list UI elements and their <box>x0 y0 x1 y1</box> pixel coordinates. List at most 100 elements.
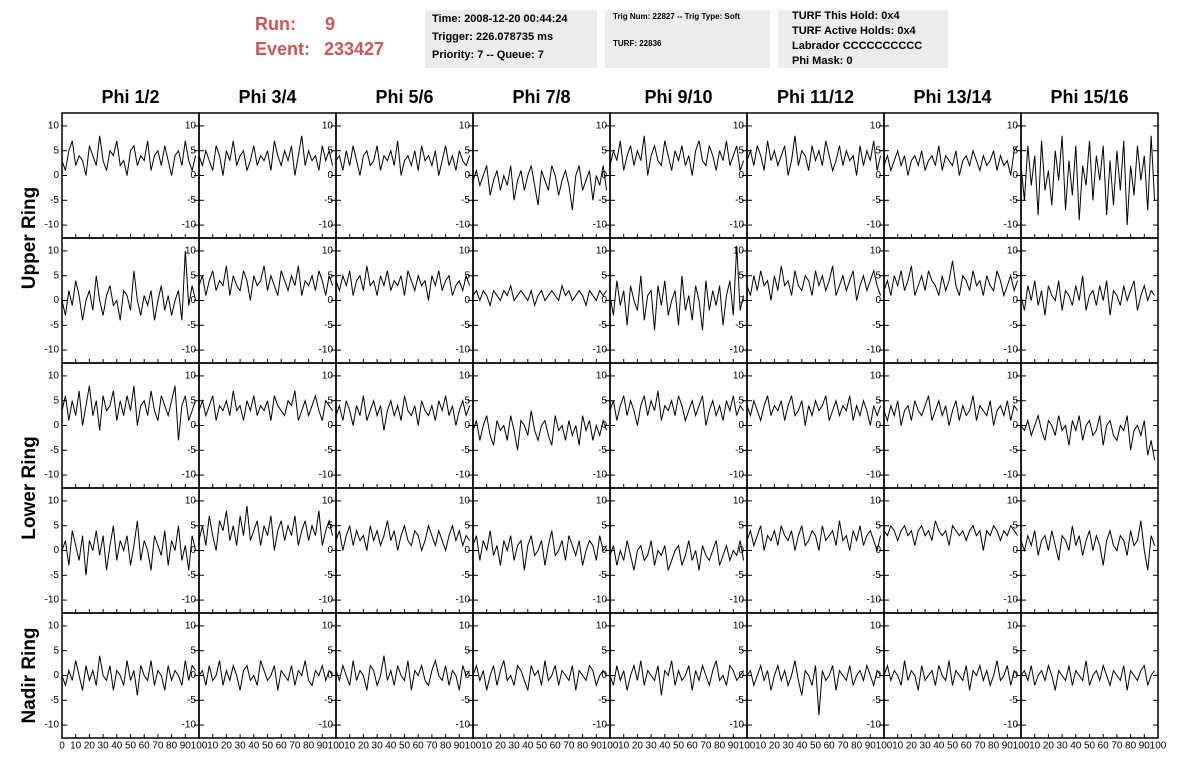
panel-frame <box>198 237 337 364</box>
x-tick-label: 90 <box>865 741 877 752</box>
waveform <box>335 395 471 431</box>
y-tick-label: -10 <box>45 595 60 606</box>
y-tick-label: -5 <box>735 195 744 206</box>
x-tick-label: 90 <box>1002 741 1014 752</box>
waveform <box>198 660 333 691</box>
y-tick-label: -10 <box>319 220 334 231</box>
y-tick-label: 10 <box>322 121 334 132</box>
y-tick-label: -10 <box>319 470 334 481</box>
y-tick-label: 5 <box>464 270 470 281</box>
info-text: Priority: 7 -- Queue: 7 <box>432 49 544 61</box>
y-tick-label: 0 <box>190 295 196 306</box>
y-tick-label: -5 <box>461 320 470 331</box>
waveform <box>61 385 197 441</box>
x-tick-label: 30 <box>646 741 658 752</box>
y-tick-label: 0 <box>601 295 607 306</box>
panel-frame <box>61 237 200 364</box>
info-box <box>605 10 770 68</box>
y-tick-label: -10 <box>182 595 197 606</box>
y-tick-label: 0 <box>875 670 881 681</box>
info-box <box>778 10 948 68</box>
y-tick-label: -5 <box>187 320 196 331</box>
y-tick-label: -5 <box>324 570 333 581</box>
x-tick-label: 50 <box>262 741 274 752</box>
y-tick-label: 10 <box>733 496 745 507</box>
y-tick-label: -5 <box>872 320 881 331</box>
y-tick-label: 5 <box>1012 645 1018 656</box>
y-tick-label: 0 <box>327 295 333 306</box>
y-tick-label: 10 <box>459 621 471 632</box>
x-tick-label: 80 <box>440 741 452 752</box>
x-tick-label: 50 <box>947 741 959 752</box>
waveform <box>746 265 882 301</box>
y-tick-label: -10 <box>45 220 60 231</box>
y-tick-label: 5 <box>738 145 744 156</box>
x-tick-label: 20 <box>221 741 233 752</box>
column-label: Phi 5/6 <box>375 87 433 107</box>
y-tick-label: -10 <box>456 470 471 481</box>
x-tick-label: 40 <box>659 741 671 752</box>
y-tick-label: 5 <box>875 270 881 281</box>
waveform <box>198 390 333 421</box>
y-tick-label: 5 <box>738 645 744 656</box>
x-tick-label: 30 <box>920 741 932 752</box>
y-tick-label: 5 <box>190 395 196 406</box>
y-tick-label: -10 <box>456 720 471 731</box>
y-tick-label: 10 <box>1007 621 1019 632</box>
waveform <box>198 135 334 176</box>
y-tick-label: -5 <box>598 695 607 706</box>
panel-frame <box>883 112 1022 239</box>
y-tick-label: 5 <box>601 520 607 531</box>
waveform <box>883 660 1018 691</box>
info-text: TURF This Hold: 0x4 <box>792 10 900 22</box>
y-tick-label: -5 <box>1009 695 1018 706</box>
x-tick-label: 60 <box>550 741 562 752</box>
y-tick-label: -10 <box>593 220 608 231</box>
y-tick-label: -10 <box>45 720 60 731</box>
x-tick-label: 10 <box>1029 741 1041 752</box>
y-tick-label: 10 <box>48 496 60 507</box>
waveform <box>198 505 334 551</box>
y-tick-label: 5 <box>738 520 744 531</box>
waveform <box>1020 660 1155 691</box>
x-tick-label: 100 <box>191 741 208 752</box>
y-tick-label: -10 <box>182 220 197 231</box>
y-tick-label: 5 <box>327 145 333 156</box>
x-tick-label: 20 <box>84 741 96 752</box>
info-text: TURF Active Holds: 0x4 <box>792 25 917 37</box>
waveform <box>472 530 607 571</box>
run-label: Run: <box>255 14 296 34</box>
y-tick-label: -5 <box>50 695 59 706</box>
x-tick-label: 40 <box>385 741 397 752</box>
panel-frame <box>746 362 885 489</box>
y-tick-label: 10 <box>733 121 745 132</box>
panel-frame <box>335 612 474 739</box>
x-tick-label: 90 <box>728 741 740 752</box>
y-tick-label: 0 <box>875 420 881 431</box>
x-tick-label: 20 <box>769 741 781 752</box>
y-tick-label: -10 <box>1004 595 1019 606</box>
x-tick-label: 20 <box>632 741 644 752</box>
panel-frame <box>746 237 885 364</box>
waveform <box>61 135 197 176</box>
x-tick-label: 90 <box>1139 741 1151 752</box>
y-tick-label: -5 <box>598 195 607 206</box>
y-tick-label: 10 <box>1007 121 1019 132</box>
waveform <box>472 165 608 211</box>
y-tick-label: 5 <box>601 645 607 656</box>
y-tick-label: -5 <box>461 695 470 706</box>
ring-label: Lower Ring <box>19 436 40 539</box>
y-tick-label: -10 <box>593 595 608 606</box>
y-tick-label: 0 <box>601 420 607 431</box>
x-tick-label: 80 <box>577 741 589 752</box>
x-tick-label: 100 <box>602 741 619 752</box>
y-tick-label: 10 <box>185 121 197 132</box>
panel-frame <box>746 487 885 614</box>
y-tick-label: 5 <box>464 145 470 156</box>
x-tick-label: 20 <box>358 741 370 752</box>
y-tick-label: 0 <box>1012 170 1018 181</box>
y-tick-label: -10 <box>319 720 334 731</box>
panel-frame <box>1020 612 1159 739</box>
run-number: 9 <box>325 14 335 34</box>
x-tick-label: 60 <box>687 741 699 752</box>
